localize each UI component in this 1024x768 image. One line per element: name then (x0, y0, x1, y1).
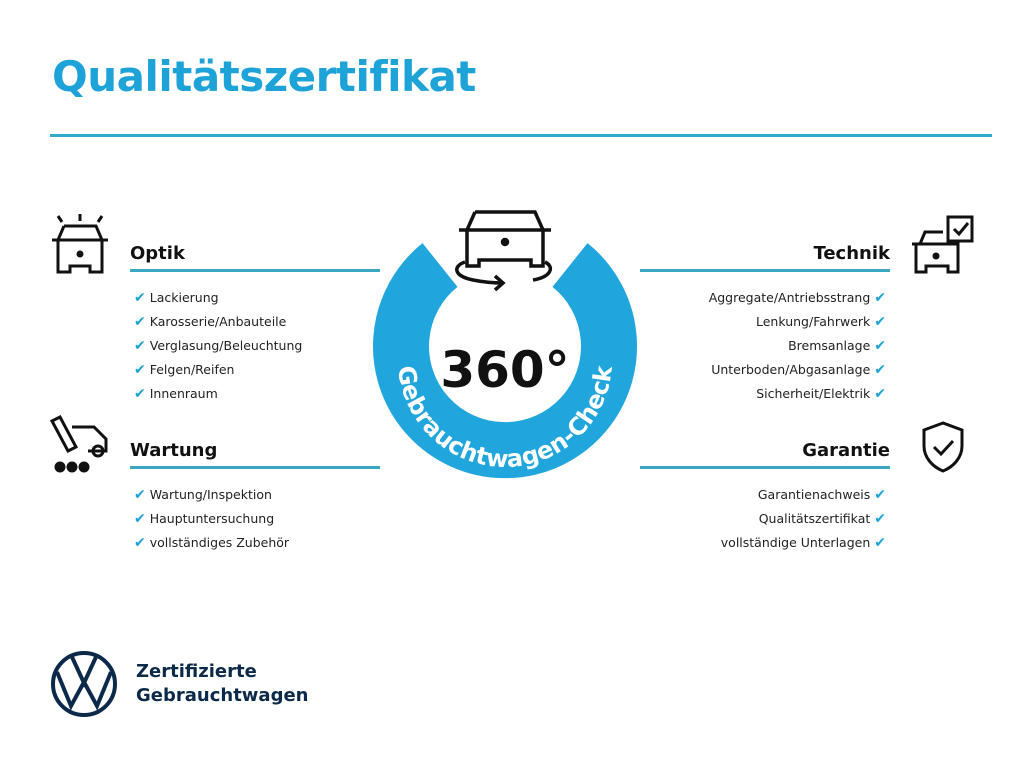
divider (50, 134, 992, 137)
list-item: Unterboden/Abgasanlage ✔ (711, 362, 886, 378)
check-icon: ✔ (134, 511, 146, 527)
check-icon: ✔ (874, 511, 886, 527)
car-rotate-icon (455, 210, 553, 292)
maintenance-icon (49, 415, 108, 473)
check-icon: ✔ (134, 362, 146, 378)
list-item: ✔ Karosserie/Anbauteile (134, 314, 287, 330)
list-item: Qualitätszertifikat ✔ (758, 511, 886, 527)
section-heading: Garantie (802, 440, 890, 461)
center-number: 360° (440, 341, 569, 399)
check-icon: ✔ (134, 386, 146, 402)
divider (130, 269, 380, 272)
list-item: ✔ Lackierung (134, 290, 219, 306)
list-item: ✔ Felgen/Reifen (134, 362, 235, 378)
check-icon: ✔ (874, 386, 886, 402)
check-icon: ✔ (134, 314, 146, 330)
check-icon: ✔ (134, 290, 146, 306)
check-icon: ✔ (874, 314, 886, 330)
list-item: Sicherheit/Elektrik ✔ (756, 386, 886, 402)
section-garantie: Garantie Garantienachweis ✔ Qualitätszert… (640, 440, 890, 555)
check-icon: ✔ (874, 487, 886, 503)
divider (130, 466, 380, 469)
check-badge: 360° Gebrauchtwagen-Check (373, 210, 637, 479)
check-icon: ✔ (874, 362, 886, 378)
list-item: ✔ Verglasung/Beleuchtung (134, 338, 303, 354)
check-icon: ✔ (874, 535, 886, 551)
list-item: Lenkung/Fahrwerk ✔ (756, 314, 886, 330)
shield-check-icon (922, 421, 964, 473)
check-icon: ✔ (134, 487, 146, 503)
section-heading: Technik (813, 243, 890, 264)
section-heading: Wartung (130, 440, 218, 461)
divider (640, 269, 890, 272)
check-icon: ✔ (134, 535, 146, 551)
section-wartung: Wartung ✔ Wartung/Inspektion ✔ Hauptunters… (130, 440, 380, 555)
vw-logo-icon (51, 651, 117, 717)
list-item: Garantienachweis ✔ (757, 487, 886, 503)
section-optik: Optik ✔ Lackierung ✔ Karosserie/Anbauteile… (130, 243, 380, 406)
section-heading: Optik (130, 243, 185, 264)
list-item: ✔ Hauptuntersuchung (134, 511, 275, 527)
list-item: ✔ vollständiges Zubehör (134, 535, 290, 551)
list-item: vollständige Unterlagen ✔ (720, 535, 886, 551)
divider (640, 466, 890, 469)
check-icon: ✔ (874, 338, 886, 354)
list-item: ✔ Innenraum (134, 386, 218, 402)
page-title: Qualitätszertifikat (52, 52, 476, 101)
list-item: Bremsanlage ✔ (788, 338, 886, 354)
car-check-icon (912, 215, 974, 274)
list-item: Aggregate/Antriebsstrang ✔ (708, 290, 886, 306)
section-technik: Technik Aggregate/Antriebsstrang ✔ Lenkun… (640, 243, 890, 406)
brand-label: Zertifizierte Gebrauchtwagen (136, 661, 309, 706)
car-light-icon (52, 214, 108, 274)
list-item: ✔ Wartung/Inspektion (134, 487, 272, 503)
check-icon: ✔ (134, 338, 146, 354)
badge-ring (373, 243, 637, 479)
check-icon: ✔ (874, 290, 886, 306)
